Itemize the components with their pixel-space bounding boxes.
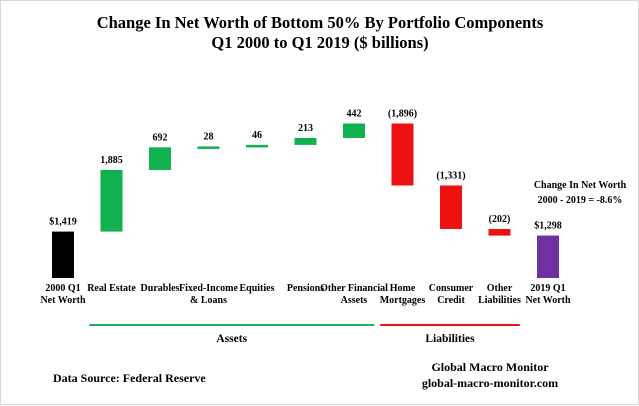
category-label-6-1: Assets	[341, 295, 368, 306]
category-label-9-0: Other	[487, 283, 513, 294]
group-brackets-layer: Assets Liabilities	[89, 324, 520, 345]
category-label-9-1: Liabilities	[478, 295, 521, 306]
bar-10	[537, 235, 559, 278]
bar-8	[440, 185, 462, 230]
category-label-0-1: Net Worth	[40, 295, 86, 306]
bar-6	[343, 123, 365, 138]
value-label-3: 28	[204, 131, 214, 142]
group-label-assets: Assets	[216, 333, 247, 345]
bar-3	[197, 146, 220, 149]
bar-4	[246, 144, 268, 148]
value-label-1: 1,885	[100, 155, 123, 166]
data-source-note: Data Source: Federal Reserve	[53, 371, 206, 385]
category-label-6-0: Other Financial	[320, 283, 388, 294]
value-label-9: (202)	[489, 214, 511, 225]
chart-title-line2: Q1 2000 to Q1 2019 ($ billions)	[211, 33, 428, 52]
value-labels-layer: $1,419 1,885 692 28 46 213 442 (1,896) (1,331) (2…	[49, 108, 562, 231]
bars-layer	[52, 123, 559, 278]
brand-name: Global Macro Monitor	[431, 360, 549, 374]
category-label-5-0: Pensions	[287, 283, 324, 294]
category-label-3-0: Fixed-Income	[179, 283, 238, 294]
brand-url: global-macro-monitor.com	[422, 376, 558, 390]
bar-5	[294, 137, 317, 145]
bar-0	[52, 231, 74, 278]
category-label-7-1: Mortgages	[380, 295, 426, 306]
value-label-10: $1,298	[534, 221, 562, 232]
bar-9	[488, 229, 511, 236]
category-label-4-0: Equities	[239, 283, 274, 294]
value-label-5: 213	[298, 123, 313, 134]
value-label-8: (1,331)	[436, 170, 465, 181]
category-label-10-1: Net Worth	[525, 295, 571, 306]
category-label-8-0: Consumer	[429, 283, 474, 294]
category-label-0-0: 2000 Q1	[45, 283, 80, 294]
category-label-2-0: Durables	[141, 283, 180, 294]
category-label-3-1: & Loans	[190, 295, 227, 306]
category-label-10-0: 2019 Q1	[530, 283, 565, 294]
annotation-line2: 2000 - 2019 = -8.6%	[538, 195, 623, 206]
value-label-6: 442	[347, 108, 362, 119]
bar-2	[149, 147, 171, 170]
value-label-0: $1,419	[49, 217, 77, 228]
category-label-8-1: Credit	[437, 295, 465, 306]
value-label-7: (1,896)	[388, 108, 417, 119]
chart-title-line1: Change In Net Worth of Bottom 50% By Por…	[97, 13, 544, 32]
bar-1	[100, 169, 123, 232]
annotation-line1: Change In Net Worth	[534, 180, 627, 191]
value-label-2: 692	[153, 132, 168, 143]
category-label-7-0: Home	[390, 283, 416, 294]
bar-7	[391, 123, 414, 186]
group-label-liabilities: Liabilities	[425, 333, 475, 345]
value-label-4: 46	[252, 130, 262, 141]
category-label-1-0: Real Estate	[87, 283, 136, 294]
